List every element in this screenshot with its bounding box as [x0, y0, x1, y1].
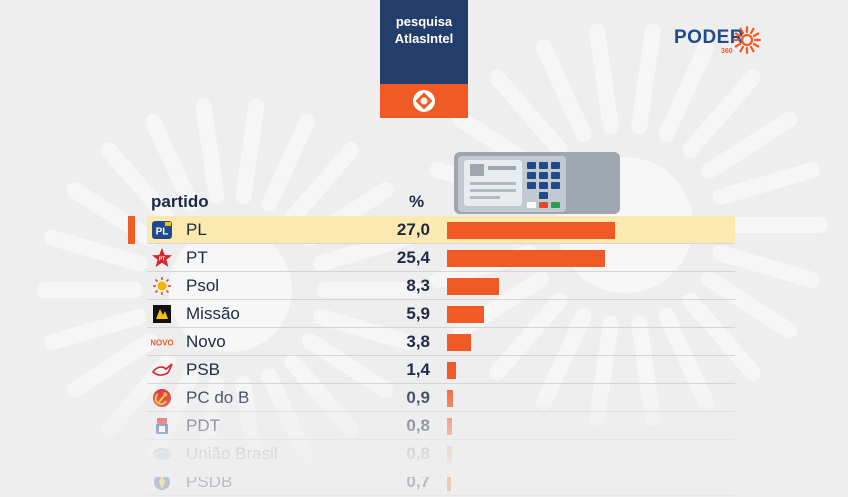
- pt-star-icon: PT: [151, 248, 173, 268]
- poll-source-tab: pesquisa AtlasIntel: [380, 0, 468, 118]
- row-divider: [147, 271, 735, 272]
- voting-machine-icon: [454, 152, 620, 214]
- bar: [447, 334, 471, 351]
- psol-sun-icon: [151, 276, 173, 296]
- row-divider: [147, 495, 735, 496]
- bar: [447, 362, 456, 379]
- svg-text:PT: PT: [159, 257, 165, 263]
- chart-row: Psol 8,3: [147, 272, 735, 300]
- data-label: 8,3: [406, 276, 430, 295]
- column-header-percent: %: [409, 192, 425, 211]
- svg-text:PL: PL: [156, 227, 169, 238]
- row-divider: [147, 355, 735, 356]
- missao-logo-icon: [151, 304, 173, 324]
- data-label: 25,4: [396, 248, 430, 267]
- svg-text:NOVO: NOVO: [151, 339, 173, 348]
- chart-row: PT PT 25,4: [147, 244, 735, 272]
- tick-label: Psol: [186, 276, 220, 295]
- poll-source-name: AtlasIntel: [394, 31, 454, 46]
- chart-row: Missão 5,9: [147, 300, 735, 328]
- data-label: 5,9: [406, 304, 430, 323]
- poder360-logo: PODER 360: [674, 25, 774, 55]
- logo-sun-icon: [732, 25, 762, 55]
- bottom-fade: [0, 380, 848, 477]
- column-header-party: partido: [151, 192, 209, 211]
- row-divider: [147, 327, 735, 328]
- psb-dove-icon: [151, 360, 173, 380]
- pl-logo-icon: PL: [151, 220, 173, 240]
- data-label: 27,0: [396, 220, 430, 239]
- chart-row: NOVO Novo 3,8: [147, 328, 735, 356]
- data-label: 1,4: [406, 360, 430, 379]
- poll-label: pesquisa: [395, 14, 453, 29]
- tick-label: Novo: [186, 332, 226, 351]
- tick-label: PL: [186, 220, 207, 239]
- bar: [447, 250, 606, 267]
- ballot-badge-icon: [413, 90, 435, 112]
- logo-word: PODER: [674, 27, 745, 48]
- tick-label: PT: [186, 248, 208, 267]
- bar: [447, 306, 484, 323]
- novo-logo-icon: NOVO: [150, 332, 174, 352]
- chart-row: PL PL 27,0: [147, 216, 735, 244]
- row-divider: [147, 299, 735, 300]
- bar: [447, 222, 615, 239]
- data-label: 3,8: [406, 332, 430, 351]
- tick-label: Missão: [186, 304, 240, 323]
- highlight-marker: [128, 216, 135, 244]
- row-divider: [147, 243, 735, 244]
- logo-number: 360: [721, 48, 733, 55]
- tick-label: PSB: [186, 360, 221, 379]
- bar: [447, 278, 499, 295]
